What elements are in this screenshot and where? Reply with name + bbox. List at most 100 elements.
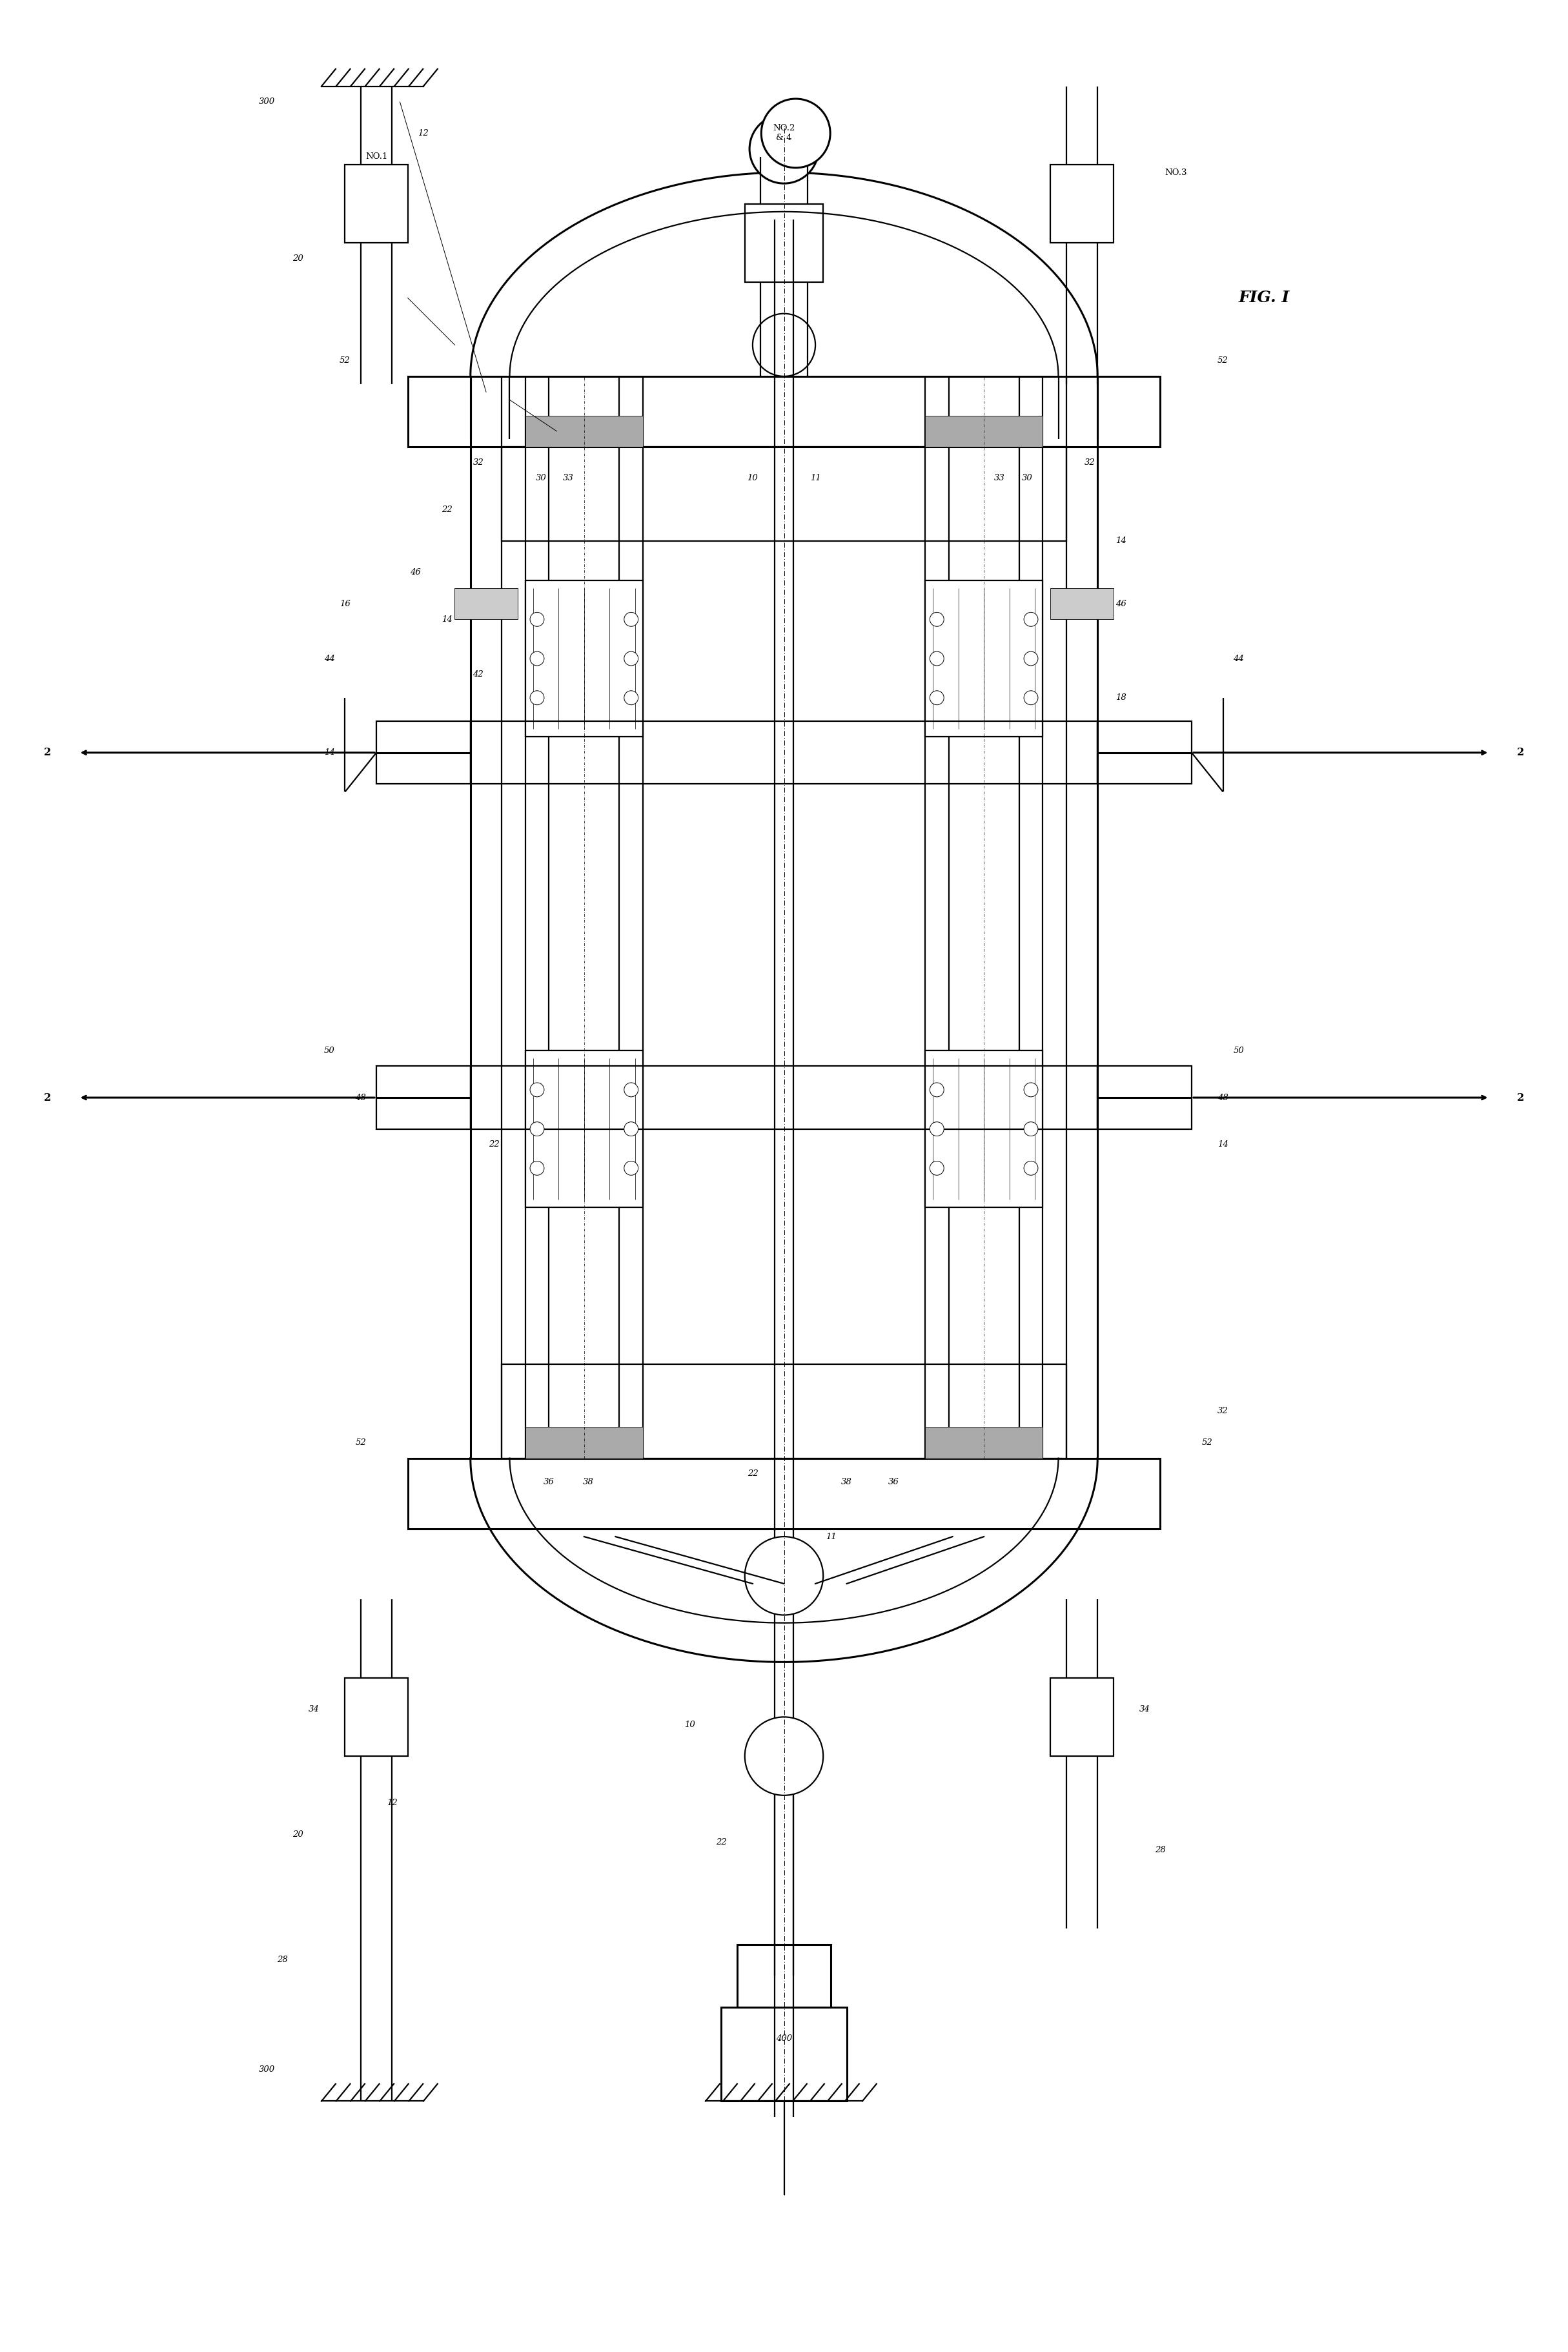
Circle shape [624,691,638,706]
Text: 50: 50 [325,1047,334,1054]
Bar [470,1065,1098,1129]
Text: NO.2
& 4: NO.2 & 4 [773,125,795,143]
Circle shape [930,1082,944,1096]
Circle shape [624,652,638,666]
Text: 300: 300 [259,2065,274,2074]
Text: 28: 28 [1156,1846,1165,1853]
Text: 14: 14 [1116,536,1126,546]
Circle shape [762,99,829,167]
Text: 44: 44 [325,654,334,663]
Text: 52: 52 [356,1439,365,1446]
Bar [525,1428,643,1458]
Text: 14: 14 [325,748,334,757]
Text: 36: 36 [544,1477,554,1486]
Bar [737,1945,831,2006]
Circle shape [930,1162,944,1176]
Text: 32: 32 [1218,1406,1228,1416]
Text: 22: 22 [442,506,452,513]
Circle shape [1024,691,1038,706]
Circle shape [930,691,944,706]
Text: 14: 14 [442,616,452,623]
Text: 30: 30 [536,475,546,482]
Bar [925,1051,1043,1207]
Text: 36: 36 [889,1477,898,1486]
Bar [345,1677,408,1757]
Text: 300: 300 [259,99,274,106]
Text: 34: 34 [309,1705,318,1712]
Text: 2: 2 [1518,1091,1524,1103]
Circle shape [530,691,544,706]
Text: 32: 32 [474,459,483,466]
Text: 42: 42 [474,670,483,677]
Bar [345,165,408,242]
Bar [1051,588,1113,619]
Circle shape [930,612,944,626]
Circle shape [530,1162,544,1176]
Text: 18: 18 [1116,694,1126,701]
Bar [525,581,643,736]
Bar [376,1065,470,1129]
Text: NO.3: NO.3 [1165,169,1187,176]
Text: 20: 20 [293,1830,303,1839]
Bar [745,205,823,282]
Text: 50: 50 [1234,1047,1243,1054]
Circle shape [624,1122,638,1136]
Bar [721,2006,847,2100]
Text: NO.1: NO.1 [365,153,387,160]
Bar [1051,1677,1113,1757]
Text: 44: 44 [1234,654,1243,663]
Circle shape [624,1162,638,1176]
Text: 48: 48 [1218,1094,1228,1101]
Bar [376,722,470,783]
Circle shape [745,1717,823,1795]
Circle shape [530,1122,544,1136]
Circle shape [1024,612,1038,626]
Circle shape [530,1082,544,1096]
Bar [925,1428,1043,1458]
Text: 33: 33 [994,475,1005,482]
Text: 20: 20 [293,254,303,263]
Text: 400: 400 [776,2034,792,2042]
Text: 33: 33 [563,475,574,482]
Text: 10: 10 [748,475,757,482]
Bar [1098,722,1192,783]
Text: 12: 12 [419,129,428,136]
Circle shape [530,652,544,666]
Text: 2: 2 [1518,748,1524,757]
Text: 48: 48 [356,1094,365,1101]
Text: 22: 22 [717,1839,726,1846]
Text: 16: 16 [340,600,350,607]
Bar [408,376,1160,447]
Text: 12: 12 [387,1799,397,1806]
Text: 28: 28 [278,1957,287,1964]
Text: 22: 22 [748,1470,757,1477]
Bar [502,447,1066,541]
Circle shape [753,313,815,376]
Circle shape [750,115,818,183]
Text: 38: 38 [842,1477,851,1486]
Circle shape [930,1122,944,1136]
Bar [1051,165,1113,242]
Text: 52: 52 [1218,358,1228,365]
Text: FIG. I: FIG. I [1239,289,1290,306]
Circle shape [745,1536,823,1616]
Bar [925,581,1043,736]
Text: 46: 46 [411,569,420,576]
Text: 14: 14 [1218,1141,1228,1148]
Circle shape [624,612,638,626]
Text: 52: 52 [340,358,350,365]
Text: 38: 38 [583,1477,593,1486]
Bar [408,1458,1160,1529]
Text: 11: 11 [826,1534,836,1541]
Text: 32: 32 [1085,459,1094,466]
Text: 2: 2 [44,748,50,757]
Bar [1098,1065,1192,1129]
Bar [525,416,643,447]
Text: 10: 10 [685,1722,695,1729]
Text: 46: 46 [1116,600,1126,607]
Bar [455,588,517,619]
Circle shape [1024,1162,1038,1176]
Circle shape [1024,1082,1038,1096]
Text: 22: 22 [489,1141,499,1148]
Circle shape [1024,652,1038,666]
